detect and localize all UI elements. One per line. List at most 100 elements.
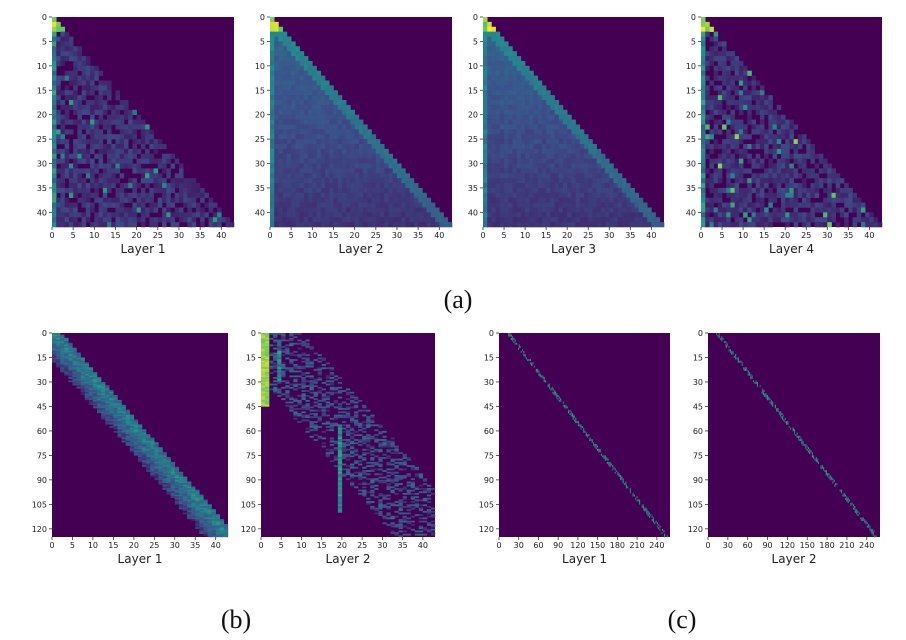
heatmap-cell: [384, 207, 389, 213]
heatmap-cell: [325, 178, 330, 184]
heatmap-cell: [170, 488, 175, 490]
heatmap-cell: [797, 212, 803, 218]
heatmap-cell: [72, 377, 77, 379]
heatmap-cell: [293, 408, 298, 410]
heatmap-cell: [701, 212, 706, 218]
heatmap-cell: [132, 148, 137, 155]
heatmap-cell: [730, 183, 735, 189]
heatmap-cell: [265, 334, 270, 337]
heatmap-cell: [802, 187, 807, 194]
heatmap-cell: [764, 104, 769, 111]
heatmap-cell: [776, 217, 782, 223]
heatmap-cell: [810, 173, 815, 179]
heatmap-cell: [388, 212, 394, 218]
heatmap-cell: [199, 512, 204, 515]
heatmap-cell: [491, 114, 496, 120]
heatmap-cell: [772, 114, 778, 120]
heatmap-cell: [772, 212, 778, 218]
x-tick-label: 5: [70, 541, 75, 550]
x-tick-label: 25: [153, 231, 163, 240]
heatmap-cell: [101, 399, 106, 402]
heatmap-cell: [525, 207, 530, 213]
heatmap-cell: [289, 408, 294, 410]
heatmap-cell: [546, 114, 551, 120]
heatmap-cell: [605, 207, 610, 213]
heatmap-cell: [734, 187, 740, 194]
heatmap-cell: [312, 119, 317, 125]
heatmap-cell: [345, 403, 351, 406]
heatmap-cell: [550, 124, 555, 130]
heatmap-cell: [88, 383, 94, 386]
heatmap-cell: [265, 344, 270, 347]
heatmap-cell: [747, 222, 752, 228]
heatmap-cell: [52, 139, 57, 145]
heatmap-cell: [125, 432, 130, 435]
heatmap-cell: [60, 336, 65, 339]
heatmap-cell: [713, 65, 719, 72]
heatmap-cell: [174, 183, 180, 189]
heatmap-cell: [113, 401, 118, 404]
heatmap-cell: [380, 168, 385, 174]
heatmap-cell: [293, 354, 298, 357]
heatmap-cell: [413, 183, 419, 189]
heatmap-cell: [129, 414, 135, 417]
heatmap-cell: [764, 143, 769, 150]
heatmap-cell: [525, 158, 530, 164]
heatmap-cell: [115, 95, 121, 101]
heatmap-cell: [56, 202, 61, 208]
heatmap-cell: [295, 178, 300, 184]
heatmap-cell: [596, 222, 602, 228]
heatmap-cell: [366, 417, 371, 420]
heatmap-cell: [140, 168, 146, 174]
heatmap-cell: [533, 187, 539, 194]
heatmap-cell: [333, 378, 339, 381]
heatmap-cell: [516, 104, 522, 111]
heatmap-cell: [730, 65, 735, 72]
heatmap-cell: [520, 217, 526, 223]
heatmap-cell: [195, 515, 200, 518]
heatmap-cell: [215, 527, 221, 530]
heatmap-cell: [199, 507, 204, 510]
heatmap-cell: [717, 192, 723, 198]
heatmap-cell: [701, 70, 706, 76]
heatmap-cell: [270, 56, 275, 62]
heatmap-cell: [117, 409, 122, 412]
heatmap-cell: [98, 173, 104, 179]
heatmap-cell: [119, 134, 125, 140]
heatmap-cell: [626, 187, 631, 194]
heatmap-cell: [277, 377, 282, 379]
heatmap-cell: [818, 178, 824, 184]
heatmap-cell: [123, 217, 129, 223]
heatmap-cell: [105, 416, 110, 419]
heatmap-cell: [516, 75, 522, 81]
heatmap-cell: [835, 207, 841, 213]
heatmap-cell: [68, 163, 74, 169]
heatmap-cell: [68, 183, 74, 189]
heatmap-cell: [200, 197, 205, 203]
heatmap-cell: [558, 168, 564, 174]
heatmap-cell: [162, 197, 167, 203]
heatmap-cell: [550, 163, 555, 169]
heatmap-cell: [73, 163, 78, 169]
heatmap-cell: [516, 114, 522, 120]
heatmap-cell: [341, 143, 347, 150]
heatmap-cell: [265, 372, 270, 374]
heatmap-cell: [495, 217, 501, 223]
heatmap-cell: [195, 509, 200, 512]
heatmap-cell: [281, 337, 286, 340]
x-tick-label: 0: [267, 231, 272, 240]
heatmap-cell: [195, 489, 200, 492]
heatmap-cell: [375, 197, 381, 203]
heatmap-cell: [145, 129, 150, 135]
heatmap-cell: [562, 119, 568, 125]
heatmap-cell: [726, 65, 731, 72]
heatmap-cell: [88, 396, 94, 399]
heatmap-cell: [797, 173, 803, 179]
heatmap-cell: [388, 207, 394, 213]
heatmap-cell: [121, 432, 126, 435]
heatmap-cell: [115, 90, 121, 96]
heatmap-cell: [136, 192, 142, 198]
heatmap-cell: [72, 372, 77, 374]
heatmap-cell: [371, 183, 377, 189]
heatmap-cell: [136, 139, 142, 145]
